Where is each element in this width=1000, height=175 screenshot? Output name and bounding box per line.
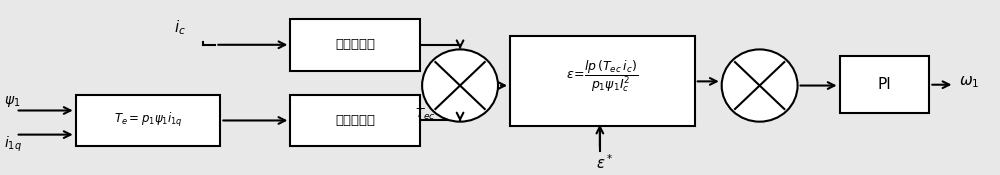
Text: $T_{ec}$: $T_{ec}$ bbox=[415, 107, 436, 122]
Text: $\psi_1$: $\psi_1$ bbox=[4, 94, 20, 109]
Text: $i_c$: $i_c$ bbox=[174, 18, 186, 37]
Bar bbox=[76, 95, 220, 146]
Bar bbox=[290, 95, 420, 146]
Text: $\varepsilon^*$: $\varepsilon^*$ bbox=[596, 153, 614, 172]
Text: $\omega_1$: $\omega_1$ bbox=[959, 74, 980, 90]
Text: $\varepsilon\!=\!\dfrac{lp\,(T_{ec}\,i_c)}{p_1\psi_1 I_c^2}$: $\varepsilon\!=\!\dfrac{lp\,(T_{ec}\,i_c… bbox=[566, 59, 638, 94]
Bar bbox=[290, 19, 420, 71]
Text: $T_e=p_1\psi_1 i_{1q}$: $T_e=p_1\psi_1 i_{1q}$ bbox=[114, 111, 182, 130]
Ellipse shape bbox=[422, 49, 498, 122]
Bar bbox=[510, 36, 695, 126]
Text: PI: PI bbox=[878, 77, 891, 92]
Ellipse shape bbox=[722, 49, 798, 122]
Bar bbox=[840, 56, 929, 113]
Text: 低频滤波器: 低频滤波器 bbox=[335, 38, 375, 51]
Text: $i_{1q}$: $i_{1q}$ bbox=[4, 135, 22, 154]
Text: 低频滤波器: 低频滤波器 bbox=[335, 114, 375, 127]
